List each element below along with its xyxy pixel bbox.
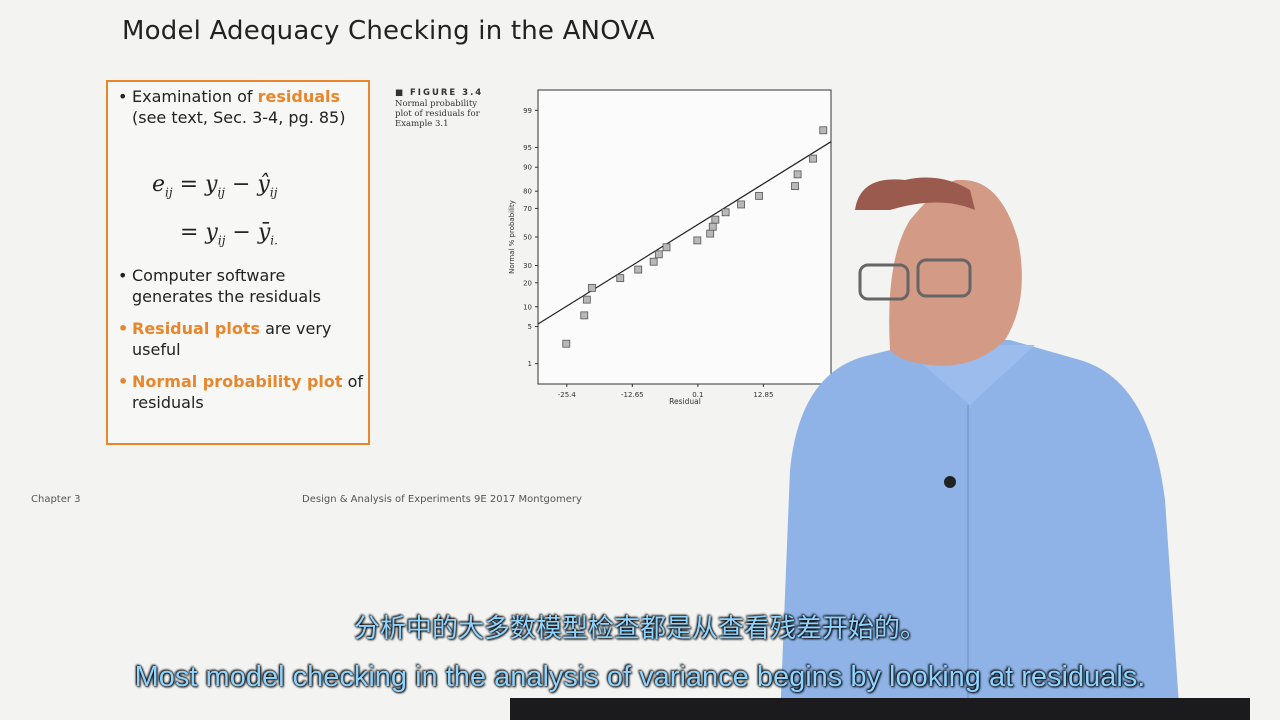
data-point xyxy=(791,182,799,191)
eq-sub: ij xyxy=(217,185,226,200)
data-point xyxy=(737,200,745,209)
caption-square-icon: ■ xyxy=(395,88,410,98)
fit-line-group xyxy=(537,141,832,325)
equation-line-2: = yij − ȳi. xyxy=(180,220,278,247)
subtitle-english: Most model checking in the analysis of v… xyxy=(134,661,1146,693)
bullet-dot: • xyxy=(118,87,128,106)
data-point xyxy=(662,243,671,252)
bullet-software: • Computer software generates the residu… xyxy=(118,265,364,307)
data-point xyxy=(588,283,596,292)
data-point xyxy=(755,191,763,200)
bullet-text: Examination of xyxy=(132,87,258,106)
data-point xyxy=(819,126,828,135)
bullet-text-line2: (see text, Sec. 3-4, pg. 85) xyxy=(132,108,346,127)
data-point xyxy=(809,154,817,163)
data-point xyxy=(693,236,702,245)
y-tick-label: 10 xyxy=(523,303,532,311)
y-axis-label: Normal % probability xyxy=(508,200,516,274)
bullet-dot: • xyxy=(118,266,128,285)
bullet-accent: Residual plots xyxy=(132,319,260,338)
y-tick-label: 1 xyxy=(528,360,532,368)
subtitle-chinese: 分析中的大多数模型检查都是从查看残差开始的。 xyxy=(353,614,926,644)
presenter-glasses-right xyxy=(916,258,972,298)
data-point xyxy=(793,170,802,179)
data-point xyxy=(649,257,658,266)
presenter-head-top xyxy=(855,177,975,210)
eq-minus: − ȳ xyxy=(225,220,271,245)
eq-lhs: e xyxy=(152,172,166,197)
data-point xyxy=(580,311,589,320)
footer-chapter: Chapter 3 xyxy=(31,494,81,505)
data-point xyxy=(616,274,625,283)
x-tick-label: 0.1 xyxy=(692,391,703,399)
bullet-dot: • xyxy=(118,319,129,338)
figure-caption-head: ■ FIGURE 3.4 xyxy=(395,88,495,98)
data-point xyxy=(708,222,717,231)
figure-number: FIGURE 3.4 xyxy=(410,88,484,98)
data-point xyxy=(711,215,720,224)
bullet-dot: • xyxy=(118,372,129,391)
data-point xyxy=(721,208,730,217)
y-tick-label: 95 xyxy=(523,144,532,152)
figure-caption: ■ FIGURE 3.4 Normal probability plot of … xyxy=(395,88,495,129)
data-points xyxy=(562,126,828,348)
y-tick-label: 80 xyxy=(523,188,532,196)
x-tick-label: -12.65 xyxy=(621,391,644,399)
x-axis-label: Residual xyxy=(669,397,701,406)
data-point xyxy=(654,250,663,259)
figure-caption-text: Normal probability plot of residuals for… xyxy=(395,99,480,129)
y-tick-label: 5 xyxy=(528,323,532,331)
slide-title: Model Adequacy Checking in the ANOVA xyxy=(122,16,655,46)
data-point xyxy=(706,229,715,238)
presenter-glasses-left xyxy=(858,263,910,301)
bullet-accent: Normal probability plot xyxy=(132,372,343,391)
data-point xyxy=(634,265,643,274)
presenter-figure xyxy=(780,177,1180,720)
bullet-residuals: • Examination of residuals (see text, Se… xyxy=(118,86,364,128)
y-tick-label: 50 xyxy=(523,234,532,242)
podium xyxy=(510,698,1250,720)
eq-sub: i. xyxy=(270,233,278,248)
normal-probability-plot: 1 5 10 20 30 50 70 80 90 95 99 -25.4 -12.65 0.1 12.85… xyxy=(508,89,832,406)
footer-book: Design & Analysis of Experiments 9E 2017… xyxy=(302,494,582,505)
y-tick-label: 90 xyxy=(523,164,532,172)
bullet-text: Computer software generates the residual… xyxy=(132,266,321,306)
eq-sub: ij xyxy=(217,233,226,248)
bullet-residual-plots: • Residual plots are very useful xyxy=(118,318,364,360)
bullet-accent: residuals xyxy=(257,87,341,106)
y-tick-label: 30 xyxy=(523,262,532,270)
presenter-microphone xyxy=(944,476,956,488)
equation-line-1: eij = yij − ŷij xyxy=(152,172,277,199)
presenter-shirt xyxy=(780,340,1180,720)
y-tick-label: 99 xyxy=(523,107,532,115)
eq-rhs: = y xyxy=(179,172,218,197)
eq-minus: − ŷ xyxy=(225,172,270,197)
data-point xyxy=(582,295,591,304)
bullet-normal-plot: • Normal probability plot of residuals xyxy=(118,371,364,413)
y-tick-label: 70 xyxy=(523,205,532,213)
bullet-text: of residuals xyxy=(132,372,364,412)
presenter-face xyxy=(889,179,1022,366)
data-point xyxy=(562,339,571,348)
x-tick-label: 12.85 xyxy=(753,391,773,399)
y-tick-label: 20 xyxy=(523,279,532,287)
eq-rhs: = y xyxy=(180,220,218,245)
eq-sub: ij xyxy=(165,185,173,200)
bullet-text: are very useful xyxy=(132,319,332,359)
y-axis-ticks: 1 5 10 20 30 50 70 80 90 95 99 xyxy=(523,107,538,368)
bullet-box: • Examination of residuals (see text, Se… xyxy=(106,80,370,445)
x-tick-label: -25.4 xyxy=(558,391,577,399)
eq-sub: ij xyxy=(269,185,278,200)
plot-frame xyxy=(537,89,832,385)
fit-line xyxy=(537,141,832,325)
x-axis-ticks: -25.4 -12.65 0.1 12.85 xyxy=(558,384,773,399)
